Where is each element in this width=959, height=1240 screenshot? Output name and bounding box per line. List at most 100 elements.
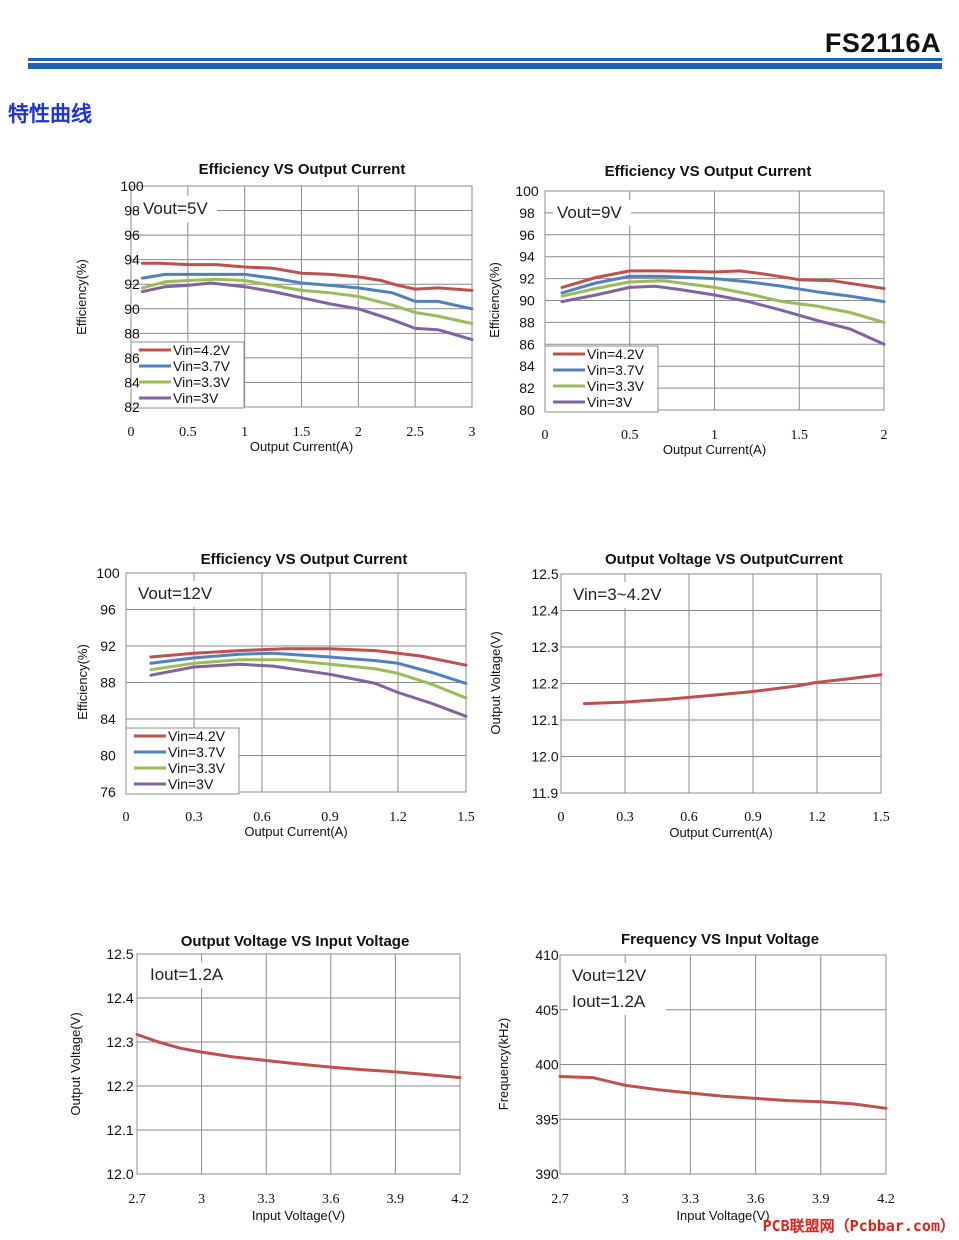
legend-label: Vin=3.3V xyxy=(173,374,231,390)
y-tick-label: 12.3 xyxy=(106,1034,133,1050)
x-axis-label: Output Current(A) xyxy=(244,824,347,839)
series-line-1 xyxy=(583,673,883,706)
y-tick-label: 90 xyxy=(124,301,140,317)
chart-annotation: Iout=1.2A xyxy=(150,965,224,984)
y-tick-label: 90 xyxy=(519,293,535,309)
legend-label: Vin=4.2V xyxy=(173,342,231,358)
series-line-4 xyxy=(149,662,468,718)
header-rule-thin xyxy=(28,58,942,61)
legend-label: Vin=3.7V xyxy=(173,358,231,374)
y-axis-label: Efficiency(%) xyxy=(74,259,89,335)
x-tick-label: 3.9 xyxy=(812,1192,830,1207)
series-line-4 xyxy=(140,281,474,341)
y-axis-label: Output Voltage(V) xyxy=(68,1012,83,1115)
y-tick-label: 84 xyxy=(519,358,535,374)
x-axis-label: Input Voltage(V) xyxy=(676,1208,769,1223)
x-tick-label: 3.6 xyxy=(747,1192,765,1207)
x-tick-label: 3 xyxy=(198,1192,205,1207)
y-tick-label: 94 xyxy=(519,249,535,265)
chart-title: Efficiency VS Output Current xyxy=(199,161,406,178)
chart-title: Efficiency VS Output Current xyxy=(201,551,408,568)
y-tick-label: 410 xyxy=(535,947,559,963)
x-axis-label: Output Current(A) xyxy=(663,442,766,457)
y-tick-label: 96 xyxy=(124,227,140,243)
y-tick-label: 88 xyxy=(100,675,116,691)
x-axis-label: Output Current(A) xyxy=(250,439,353,454)
x-tick-label: 3.6 xyxy=(322,1192,340,1207)
series-line-1 xyxy=(558,1075,888,1110)
y-tick-label: 395 xyxy=(535,1111,559,1127)
legend-label: Vin=3V xyxy=(168,776,214,792)
y-tick-label: 11.9 xyxy=(532,785,558,801)
legend-label: Vin=4.2V xyxy=(168,728,226,744)
y-tick-label: 86 xyxy=(124,350,140,366)
annotation-background xyxy=(568,963,666,1015)
chart-annotation: Vin=3~4.2V xyxy=(573,585,662,604)
y-axis-label: Output Voltage(V) xyxy=(488,631,503,734)
x-tick-label: 0.6 xyxy=(253,810,271,825)
y-tick-label: 96 xyxy=(100,602,116,618)
y-tick-label: 96 xyxy=(519,227,535,243)
y-tick-label: 86 xyxy=(519,336,535,352)
y-tick-label: 12.2 xyxy=(531,676,558,692)
y-tick-label: 98 xyxy=(519,205,535,221)
y-axis-label: Efficiency(%) xyxy=(75,644,90,720)
chart-annotation: Iout=1.2A xyxy=(572,992,646,1011)
x-tick-label: 0.9 xyxy=(744,810,762,825)
x-tick-label: 1 xyxy=(241,425,248,440)
y-tick-label: 92 xyxy=(519,271,535,287)
legend-label: Vin=3.7V xyxy=(587,362,645,378)
series-line-3 xyxy=(140,277,474,325)
y-tick-label: 80 xyxy=(519,402,535,418)
x-tick-label: 4.2 xyxy=(877,1192,895,1207)
chart-title: Output Voltage VS Input Voltage xyxy=(181,933,410,950)
y-tick-label: 84 xyxy=(124,374,140,390)
x-tick-label: 2.7 xyxy=(128,1192,146,1207)
y-tick-label: 80 xyxy=(100,748,116,764)
series-line-4 xyxy=(560,284,886,346)
y-tick-label: 100 xyxy=(515,183,539,199)
annotation-background xyxy=(139,196,217,222)
chart-annotation: Vout=5V xyxy=(143,199,208,218)
y-axis-label: Efficiency(%) xyxy=(487,262,502,338)
chart-title: Frequency VS Input Voltage xyxy=(621,931,819,948)
x-tick-label: 2.5 xyxy=(406,425,424,440)
part-number: FS2116A xyxy=(824,28,941,58)
chart-annotation: Vout=12V xyxy=(138,584,213,603)
x-tick-label: 3 xyxy=(622,1192,629,1207)
y-tick-label: 94 xyxy=(124,252,140,268)
x-tick-label: 0.3 xyxy=(185,810,203,825)
legend-label: Vin=4.2V xyxy=(587,346,645,362)
legend-label: Vin=3V xyxy=(587,394,633,410)
series-line-2 xyxy=(149,651,468,685)
y-tick-label: 12.4 xyxy=(531,603,558,619)
x-tick-label: 3.3 xyxy=(682,1192,700,1207)
y-tick-label: 88 xyxy=(124,325,140,341)
series-line-1 xyxy=(149,647,468,667)
y-tick-label: 98 xyxy=(124,203,140,219)
y-tick-label: 76 xyxy=(100,784,116,800)
x-tick-label: 0.5 xyxy=(179,425,197,440)
x-tick-label: 2 xyxy=(881,428,888,443)
x-axis-label: Input Voltage(V) xyxy=(252,1208,345,1223)
y-tick-label: 82 xyxy=(124,399,140,415)
annotation-background xyxy=(134,581,222,607)
y-tick-label: 12.0 xyxy=(531,749,558,765)
chart-annotation: Vout=9V xyxy=(557,203,622,222)
legend-label: Vin=3.7V xyxy=(168,744,226,760)
y-tick-label: 12.1 xyxy=(106,1122,133,1138)
annotation-background xyxy=(569,582,677,608)
x-tick-label: 0 xyxy=(128,425,135,440)
x-tick-label: 2 xyxy=(355,425,362,440)
annotation-background xyxy=(553,200,631,226)
y-tick-label: 100 xyxy=(120,178,144,194)
x-tick-label: 1.2 xyxy=(389,810,407,825)
y-tick-label: 82 xyxy=(519,380,535,396)
section-title: 特性曲线 xyxy=(8,102,92,126)
y-tick-label: 88 xyxy=(519,314,535,330)
y-tick-label: 12.0 xyxy=(106,1166,133,1182)
series-line-1 xyxy=(140,261,474,292)
